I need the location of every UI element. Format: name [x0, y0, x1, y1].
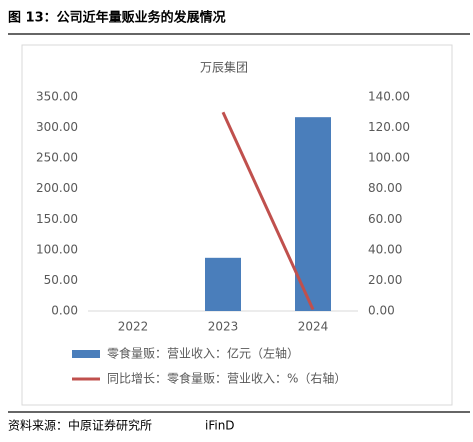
y2-tick-label: 60.00 — [368, 212, 402, 226]
chart-title: 万辰集团 — [200, 60, 248, 75]
y-tick-label: 200.00 — [36, 181, 78, 195]
legend-label: 零食量贩：营业收入：亿元（左轴） — [107, 346, 299, 361]
chart-frame — [21, 44, 453, 406]
y2-tick-label: 120.00 — [368, 120, 410, 134]
y-tick-label: 0.00 — [51, 304, 78, 318]
y-tick-label: 50.00 — [44, 273, 78, 287]
y2-tick-label: 40.00 — [368, 242, 402, 256]
y2-tick-label: 140.00 — [368, 90, 410, 104]
line — [221, 111, 315, 311]
page-title: 图 13：公司近年量贩业务的发展情况 — [8, 10, 226, 26]
y2-tick-label: 100.00 — [368, 151, 410, 165]
y-tick-label: 250.00 — [36, 151, 78, 165]
y-tick-label: 100.00 — [36, 242, 78, 256]
y-tick-label: 300.00 — [36, 120, 78, 134]
source-tool: iFinD — [205, 419, 235, 433]
y-tick-label: 150.00 — [36, 212, 78, 226]
x-tick-label: 2023 — [208, 320, 239, 334]
x-tick-label: 2022 — [118, 320, 149, 334]
y2-tick-label: 20.00 — [368, 273, 402, 287]
bar — [205, 257, 241, 311]
y-tick-label: 350.00 — [36, 90, 78, 104]
y2-tick-label: 0.00 — [368, 304, 395, 318]
bar — [295, 117, 331, 311]
source: 资料来源：中原证券研究所 — [8, 418, 152, 433]
legend-swatch — [72, 350, 100, 358]
legend-label: 同比增长：零食量贩：营业收入：%（右轴） — [107, 371, 346, 386]
y2-tick-label: 80.00 — [368, 181, 402, 195]
x-tick-label: 2024 — [298, 320, 329, 334]
